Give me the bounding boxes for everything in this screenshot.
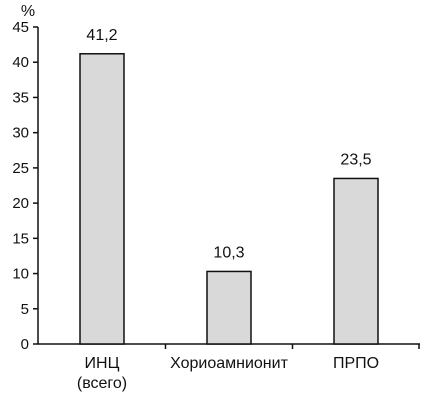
bar — [333, 177, 379, 345]
y-tick-label: 40 — [12, 54, 29, 71]
bar — [206, 270, 252, 345]
y-tick-label: 30 — [12, 125, 29, 142]
bars — [79, 53, 379, 345]
data-label: 41,2 — [86, 27, 117, 44]
data-label: 23,5 — [340, 151, 371, 168]
x-category-label: (всего) — [77, 375, 127, 392]
y-tick-label: 10 — [12, 266, 29, 283]
y-unit-label: % — [21, 3, 35, 20]
data-labels: 41,2 10,3 23,5 — [86, 27, 371, 262]
y-tick-label: 25 — [12, 160, 29, 177]
bar — [79, 53, 125, 345]
y-tick-label: 45 — [12, 19, 29, 36]
y-axis: 0 5 10 15 20 25 30 35 40 45% — [12, 3, 39, 353]
y-tick-label: 0 — [21, 336, 29, 353]
x-category-label: ИНЦ — [85, 355, 120, 372]
x-category-label: ПРПО — [333, 355, 379, 372]
category-labels: ИНЦ (всего) Хориоамнионит ПРПО — [77, 355, 379, 392]
y-tick-label: 5 — [21, 301, 29, 318]
x-category-label: Хориоамнионит — [170, 355, 288, 372]
y-tick-label: 35 — [12, 89, 29, 106]
data-label: 10,3 — [213, 244, 244, 261]
y-tick-label: 20 — [12, 195, 29, 212]
y-tick-label: 15 — [12, 230, 29, 247]
